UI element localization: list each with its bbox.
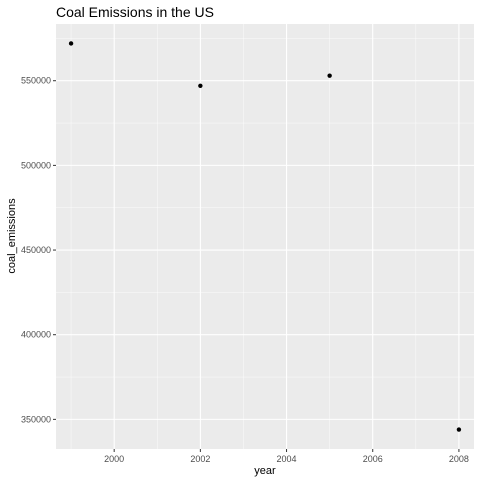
data-point bbox=[456, 427, 462, 432]
y-tick-label: 400000 bbox=[21, 330, 51, 340]
data-points bbox=[68, 41, 462, 432]
data-point bbox=[327, 73, 332, 78]
grid-minor-lines bbox=[56, 24, 474, 449]
x-axis-title: year bbox=[254, 465, 276, 477]
y-tick-label: 350000 bbox=[21, 414, 51, 424]
y-tick-label: 500000 bbox=[21, 160, 51, 170]
x-axis-tick-labels: 2000 2002 2004 2006 2008 bbox=[104, 454, 469, 464]
grid-major-lines bbox=[56, 24, 474, 449]
x-tick-label: 2000 bbox=[104, 454, 124, 464]
data-point bbox=[198, 83, 203, 89]
chart-title: Coal Emissions in the US bbox=[56, 4, 214, 20]
x-tick-label: 2008 bbox=[449, 454, 469, 464]
data-point bbox=[68, 41, 74, 46]
y-axis-title: coal_emissions bbox=[6, 198, 18, 274]
x-tick-label: 2006 bbox=[363, 454, 383, 464]
y-tick-label: 550000 bbox=[21, 76, 51, 86]
y-axis-tick-labels: 350000 400000 450000 500000 550000 bbox=[21, 76, 51, 425]
plot-panel bbox=[56, 24, 474, 449]
y-tick-label: 450000 bbox=[21, 245, 51, 255]
axis-ticks bbox=[53, 80, 460, 452]
x-tick-label: 2004 bbox=[277, 454, 297, 464]
x-tick-label: 2002 bbox=[190, 454, 210, 464]
